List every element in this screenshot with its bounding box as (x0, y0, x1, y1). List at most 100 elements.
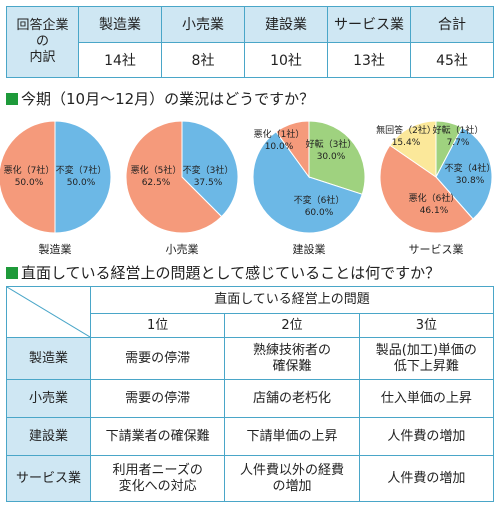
pie-chart-title: サービス業 (409, 243, 464, 256)
industry-label: 建設業 (6, 417, 91, 456)
problems-row-retail: 小売業 需要の停滞 店舗の老朽化 仕入単価の上昇 (6, 379, 495, 418)
problem-text: 下請単価の上昇 (246, 428, 338, 444)
pie-slice-label: 悪化（7社） (4, 164, 55, 176)
pie-slice-percent: 50.0% (15, 178, 44, 188)
business-condition-heading: 今期（10月～12月）の業況はどうですか？ (6, 88, 314, 109)
pie-slice-label: 悪化（6社） (409, 192, 460, 204)
problems-row-construction: 建設業 下請業者の確保難 下請単価の上昇 人件費の増加 (6, 417, 495, 456)
respondent-breakdown-table: 回答企業 の 内訳 製造業 小売業 建設業 サービス業 合計 14社 8社 10… (6, 6, 494, 78)
business-problems-heading: 直面している経営上の問題として感じていることは何ですか？ (6, 262, 440, 283)
pie-slice-percent: 62.5% (142, 178, 171, 188)
pie-slice-不変 (435, 126, 493, 220)
pie-slice-不変 (252, 131, 363, 234)
problem-text: 需要の停滞 (125, 350, 191, 366)
pie-slice-不変 (54, 120, 112, 234)
problem-cell: 下請単価の上昇 (224, 417, 360, 456)
problem-text: 利用者ニーズの 変化への対応 (112, 462, 203, 494)
summary-row-label-line: 回答企業 (16, 18, 69, 33)
pie-slice-悪化 (125, 120, 223, 234)
summary-value-manufacturing: 14社 (78, 41, 162, 78)
pie-slice-percent: 10.0% (265, 142, 294, 152)
problem-text: 需要の停滞 (125, 390, 191, 406)
green-square-icon (6, 266, 18, 279)
pie-slice-label: 無回答（2社） (376, 124, 436, 136)
problem-cell: 人件費以外の経費 の増加 (224, 455, 360, 502)
pie-chart-0: 不変（7社） 50.0% 悪化（7社） 50.0% 製造業 (0, 120, 112, 256)
pie-slice-percent: 30.8% (456, 176, 485, 186)
summary-value-row: 14社 8社 10社 13社 45社 (7, 41, 494, 78)
diagonal-line (7, 287, 90, 337)
pie-slice-label: 好転（3社） (306, 138, 357, 150)
pie-slice-percent: 30.0% (317, 152, 346, 162)
problem-cell: 人件費の増加 (358, 455, 495, 502)
problem-cell: 製品(加工)単価の 低下上昇難 (358, 337, 495, 380)
problems-row-service: サービス業 利用者ニーズの 変化への対応 人件費以外の経費 の増加 人件費の増加 (6, 455, 495, 502)
pie-slice-percent: 7.7% (447, 138, 470, 148)
problem-cell: 熟練技術者の 確保難 (224, 337, 360, 380)
summary-value-service: 13社 (327, 41, 411, 78)
industry-label: 小売業 (6, 379, 91, 418)
problem-cell: 仕入単価の上昇 (358, 379, 495, 418)
pie-slice-label: 悪化（5社） (131, 164, 182, 176)
summary-header-row: 回答企業 の 内訳 製造業 小売業 建設業 サービス業 合計 (6, 6, 494, 78)
summary-value-construction: 10社 (244, 41, 328, 78)
summary-header-manufacturing: 製造業 (78, 6, 162, 43)
problem-text: 熟練技術者の 確保難 (252, 342, 331, 374)
summary-header-retail: 小売業 (161, 6, 245, 43)
problem-text: 下請業者の確保難 (105, 428, 210, 444)
pie-slice-percent: 15.4% (392, 138, 421, 148)
problem-text: 人件費の増加 (387, 428, 466, 444)
problem-cell: 下請業者の確保難 (89, 417, 226, 456)
problem-text: 人件費の増加 (387, 470, 466, 486)
rank-header-3: 3位 (358, 313, 495, 338)
problems-group-header-row: 直面している経営上の問題 (6, 286, 494, 338)
summary-value-retail: 8社 (161, 41, 245, 78)
summary-header-service: サービス業 (327, 6, 411, 43)
summary-row-label-line: 内訳 (29, 50, 56, 65)
pie-chart-2: 好転（3社） 30.0% 不変（6社） 60.0% 悪化（1社） 10.0% 建設業 (252, 120, 366, 256)
problem-text: 人件費以外の経費 の増加 (239, 462, 344, 494)
pie-chart-3: 好転（1社） 7.7% 不変（4社） 30.8% 悪化（6社） 46.1% 無回答（2社） 1… (376, 120, 496, 256)
summary-row-label: 回答企業 の 内訳 (6, 6, 79, 78)
summary-header-total: 合計 (410, 6, 494, 43)
rank-header-2: 2位 (224, 313, 360, 338)
problem-text: 製品(加工)単価の 低下上昇難 (375, 342, 477, 374)
industry-label: 製造業 (6, 337, 91, 380)
business-condition-pie-charts: 不変（7社） 50.0% 悪化（7社） 50.0% 製造業 不変（3社） 37.5% 悪化（5… (0, 120, 496, 256)
problems-group-header: 直面している経営上の問題 (90, 286, 494, 314)
pie-slice-label: 不変（6社） (294, 194, 345, 206)
pie-slice-percent: 37.5% (194, 178, 223, 188)
pie-slice-label: 不変（3社） (183, 164, 234, 176)
pie-slice-label: 悪化（1社） (254, 128, 305, 140)
summary-header-construction: 建設業 (244, 6, 328, 43)
problems-rank-header-row: 1位 2位 3位 (7, 313, 495, 338)
pie-slice-無回答 (389, 120, 437, 178)
problem-cell: 需要の停滞 (89, 337, 226, 380)
pie-slice-percent: 50.0% (67, 178, 96, 188)
pie-slice-label: 不変（4社） (445, 162, 496, 174)
pie-chart-title: 製造業 (39, 242, 72, 256)
pie-chart-title: 小売業 (166, 243, 199, 256)
table-corner-cell (6, 286, 91, 338)
pie-slice-悪化 (0, 120, 56, 234)
pie-chart-title: 建設業 (293, 242, 326, 256)
pie-slice-label: 不変（7社） (56, 164, 107, 176)
problem-text: 仕入単価の上昇 (380, 390, 472, 406)
pie-slice-percent: 60.0% (305, 208, 334, 218)
pie-slice-悪化 (275, 120, 310, 179)
problem-cell: 需要の停滞 (89, 379, 226, 418)
industry-label: サービス業 (6, 455, 91, 502)
business-problems-table: 直面している経営上の問題 1位 2位 3位 製造業 需要の停滞 熟練技術者の 確… (6, 286, 495, 502)
pie-slice-label: 好転（1社） (433, 124, 484, 136)
problem-text: 店舗の老朽化 (252, 390, 331, 406)
pie-slice-percent: 46.1% (420, 206, 449, 216)
pie-slice-不変 (181, 120, 239, 218)
problems-row-manufacturing: 製造業 需要の停滞 熟練技術者の 確保難 製品(加工)単価の 低下上昇難 (6, 337, 495, 380)
pie-slice-悪化 (379, 144, 474, 234)
green-square-icon (6, 92, 18, 105)
problem-cell: 人件費の増加 (358, 417, 495, 456)
summary-value-total: 45社 (410, 41, 494, 78)
pie-slice-好転 (308, 120, 366, 195)
pie-chart-1: 不変（3社） 37.5% 悪化（5社） 62.5% 小売業 (125, 120, 239, 256)
rank-header-1: 1位 (89, 313, 226, 338)
